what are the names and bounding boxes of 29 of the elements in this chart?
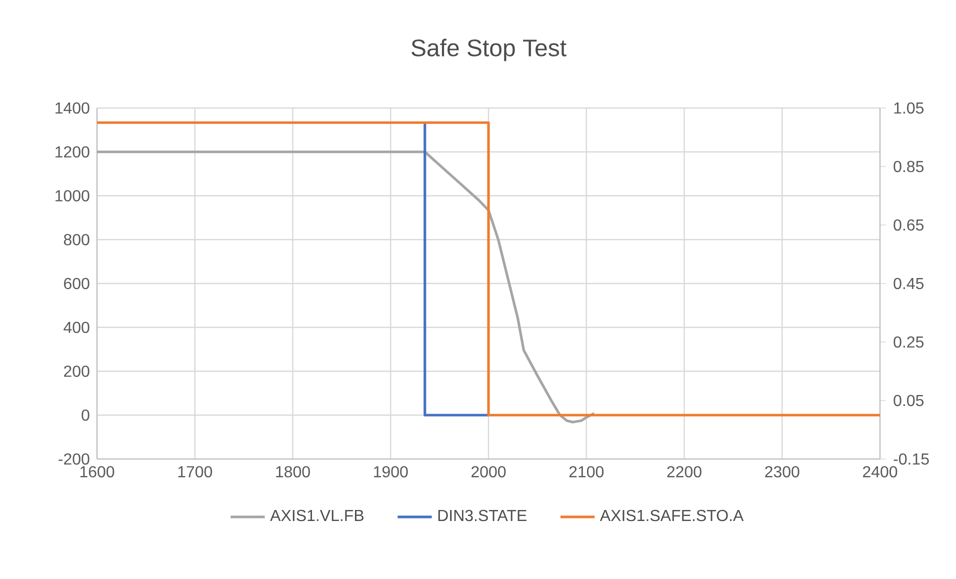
y2-tick-label: 0.85 [894, 160, 924, 172]
y-tick-label: 0 [82, 409, 90, 421]
chart-title: Safe Stop Test [412, 38, 566, 62]
y-tick-label: 600 [64, 278, 90, 290]
legend-label: AXIS1.SAFE.STO.A [600, 510, 744, 522]
y-tick-label: 1400 [56, 102, 90, 114]
y2-tick-label: 1.05 [894, 102, 924, 114]
y2-tick-label: 0.65 [894, 219, 924, 231]
y2-tick-label: 0.05 [894, 394, 924, 406]
x-tick-label: 1900 [374, 466, 408, 478]
y-tick-label: 1000 [56, 190, 90, 202]
x-tick-label: 2100 [569, 466, 604, 478]
y-tick-label: 200 [64, 366, 90, 377]
x-tick-label: 2400 [863, 466, 898, 478]
legend-label: DIN3.STATE [438, 510, 526, 522]
y-tick-label: -200 [58, 453, 90, 465]
x-tick-label: 2300 [765, 466, 800, 478]
y2-tick-label: 0.45 [894, 278, 924, 290]
y2-tick-label: -0.15 [894, 453, 929, 465]
y-tick-label: 800 [64, 234, 90, 246]
x-tick-label: 2200 [667, 466, 702, 478]
x-tick-label: 1700 [178, 466, 212, 478]
x-tick-label: 1600 [80, 466, 114, 478]
x-tick-label: 2000 [472, 466, 506, 478]
y-tick-label: 1200 [56, 146, 90, 158]
y-tick-label: 400 [64, 322, 90, 334]
x-tick-label: 1800 [276, 466, 310, 478]
legend-label: AXIS1.VL.FB [270, 510, 364, 522]
y2-tick-label: 0.25 [894, 336, 924, 348]
